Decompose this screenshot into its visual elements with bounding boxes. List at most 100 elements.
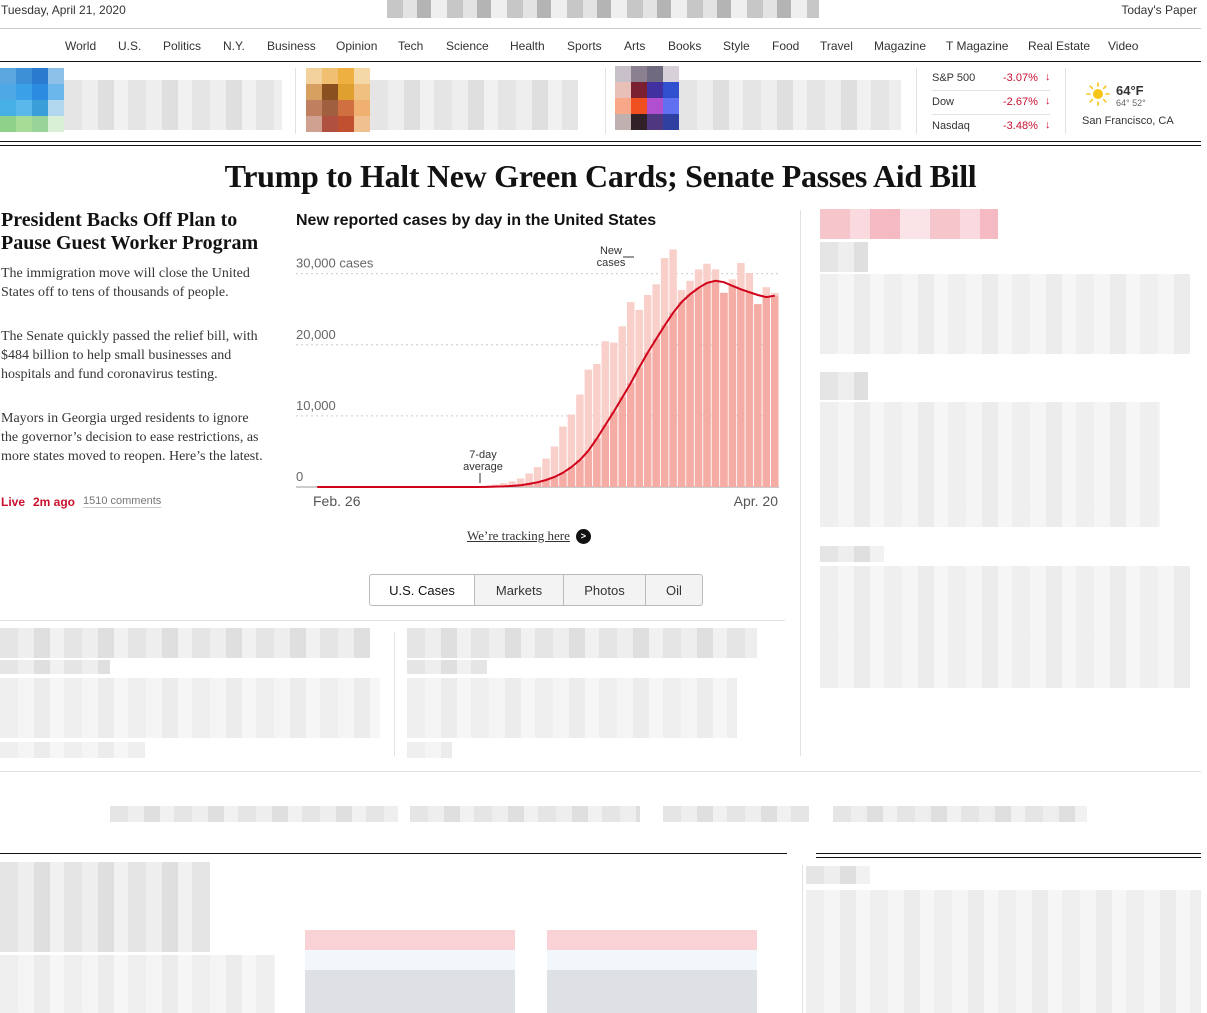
case-bar-average-fill (703, 282, 711, 487)
story-block[interactable] (820, 402, 1160, 527)
case-bar (601, 341, 610, 487)
teaser-thumbnail-1[interactable] (0, 68, 64, 132)
market-divider (932, 90, 1050, 91)
teaser-thumbnail-2[interactable] (306, 68, 370, 132)
tab-photos[interactable]: Photos (563, 574, 646, 606)
case-bar-average-fill (576, 459, 584, 487)
case-bar-average-fill (677, 302, 686, 487)
case-bar-average-fill (567, 467, 576, 487)
teaser-text-2[interactable] (370, 80, 578, 130)
lead-story-headline[interactable]: President Backs Off Plan to Pause Guest … (1, 209, 259, 254)
case-bar (550, 446, 559, 487)
arrow-right-icon: > (575, 528, 591, 544)
nav-item-sports[interactable]: Sports (567, 39, 602, 53)
lead-story-summary-2[interactable]: The Senate quickly passed the relief bil… (1, 329, 258, 382)
nav-item-arts[interactable]: Arts (624, 39, 646, 53)
nav-item-books[interactable]: Books (668, 39, 702, 53)
nav-item-opinion[interactable]: Opinion (336, 39, 378, 53)
story-block[interactable] (806, 866, 870, 884)
cases-chart[interactable]: New reported cases by day in the United … (290, 205, 790, 515)
nav-item-science[interactable]: Science (446, 39, 489, 53)
average-annotation-text: average (463, 461, 503, 473)
weather-location: San Francisco, CA (1082, 115, 1174, 127)
nav-item-world[interactable]: World (65, 39, 97, 53)
down-arrow-icon: ↓ (1045, 95, 1051, 107)
story-block[interactable] (0, 660, 110, 674)
tab-oil[interactable]: Oil (645, 574, 703, 606)
comments-link[interactable]: 1510 comments (83, 495, 162, 508)
story-block[interactable] (820, 242, 868, 272)
case-bar-average-fill (635, 367, 643, 487)
case-bar (516, 478, 525, 487)
story-thumbnail[interactable] (305, 915, 515, 1013)
masthead-logo[interactable] (387, 0, 819, 18)
nav-item-style[interactable]: Style (723, 39, 750, 53)
story-block[interactable] (820, 372, 868, 400)
todays-paper-link[interactable]: Today's Paper (1121, 3, 1197, 17)
teaser-text-3[interactable] (679, 80, 901, 130)
nav-item-magazine[interactable]: Magazine (874, 39, 927, 53)
story-block[interactable] (0, 678, 380, 738)
tab-markets[interactable]: Markets (474, 574, 564, 606)
top-divider (0, 28, 1201, 29)
chart-title: New reported cases by day in the United … (296, 212, 656, 229)
nav-item-real-estate[interactable]: Real Estate (1028, 39, 1091, 53)
story-block[interactable] (806, 890, 1201, 1013)
nav-item-politics[interactable]: Politics (163, 39, 202, 53)
section-link[interactable] (833, 806, 1087, 822)
story-block[interactable] (820, 566, 1190, 688)
sun-icon (1086, 82, 1110, 106)
story-block[interactable] (0, 742, 145, 758)
case-bar (576, 394, 584, 487)
case-bar-average-fill (542, 480, 550, 487)
nav-item-business[interactable]: Business (267, 39, 316, 53)
bottom-rule-right (816, 857, 1201, 858)
average-annotation-text: 7-day (469, 449, 497, 461)
section-link[interactable] (410, 806, 640, 822)
nav-item-n-y[interactable]: N.Y. (223, 39, 245, 53)
story-block[interactable] (820, 546, 884, 562)
story-block[interactable] (407, 628, 757, 658)
nav-item-tech[interactable]: Tech (398, 39, 424, 53)
banner-headline[interactable]: Trump to Halt New Green Cards; Senate Pa… (224, 158, 977, 194)
case-bar-average-fill (669, 312, 677, 487)
story-block[interactable] (407, 742, 452, 758)
teaser-text-1[interactable] (64, 80, 282, 130)
nav-item-t-magazine[interactable]: T Magazine (946, 39, 1009, 53)
lead-story-summary-1[interactable]: The immigration move will close the Unit… (1, 266, 250, 300)
story-block[interactable] (407, 678, 737, 738)
tracking-link[interactable]: We’re tracking here > (467, 528, 591, 544)
story-block[interactable] (407, 660, 487, 674)
section-link[interactable] (663, 806, 809, 822)
story-thumbnail[interactable] (547, 915, 757, 1013)
case-bar-average-fill (771, 295, 779, 487)
nav-item-video[interactable]: Video (1108, 39, 1139, 53)
story-block[interactable] (0, 862, 210, 952)
case-bar-average-fill (593, 438, 601, 487)
lead-divider (0, 620, 785, 621)
case-bar-average-fill (728, 285, 737, 487)
case-bar-average-fill (525, 483, 533, 487)
teaser-thumbnail-3[interactable] (615, 66, 679, 130)
nav-item-health[interactable]: Health (510, 39, 545, 53)
story-block[interactable] (0, 955, 275, 1013)
story-block[interactable] (0, 628, 370, 658)
x-end-label: Apr. 20 (734, 493, 779, 509)
case-bar (593, 363, 601, 487)
tab-us-cases[interactable]: U.S. Cases (369, 574, 475, 606)
lead-story-summary-3[interactable]: Mayors in Georgia urged residents to ign… (1, 411, 263, 464)
story-block[interactable] (820, 274, 1190, 354)
nav-item-food[interactable]: Food (772, 39, 800, 53)
teaser-divider-3 (916, 68, 917, 134)
x-start-label: Feb. 26 (313, 493, 361, 509)
story-label[interactable] (820, 209, 998, 239)
new-cases-annotation-text: cases (597, 257, 626, 269)
market-sp500-name: S&P 500 (932, 72, 976, 84)
weather-hi-lo: 64° 52° (1116, 98, 1146, 108)
nav-item-u-s[interactable]: U.S. (118, 39, 142, 53)
section-link[interactable] (110, 806, 398, 822)
nav-item-travel[interactable]: Travel (820, 39, 853, 53)
case-bar (533, 467, 542, 487)
